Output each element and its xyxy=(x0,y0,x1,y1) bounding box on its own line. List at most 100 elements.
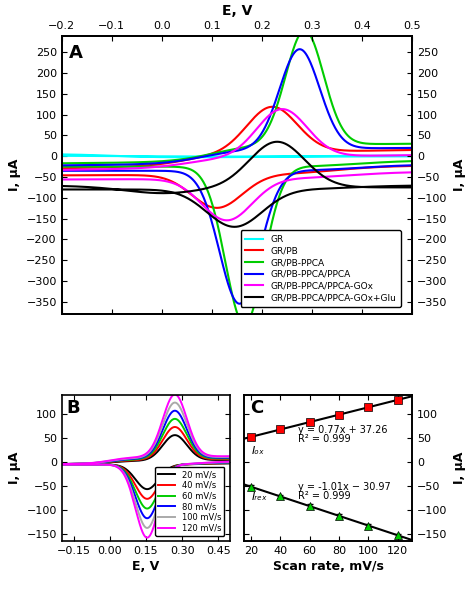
80 mV/s xyxy=(119,456,125,464)
20 mV/s xyxy=(59,461,64,468)
Line: GR/PB-PPCA: GR/PB-PPCA xyxy=(62,30,412,324)
GR/PB-PPCA/PPCA-GOx+Glu xyxy=(401,182,407,189)
GR/PB-PPCA xyxy=(377,140,383,148)
GR/PB-PPCA/PPCA-GOx+Glu xyxy=(59,183,64,190)
GR/PB xyxy=(401,162,407,170)
GR/PB-PPCA xyxy=(72,159,78,167)
GR/PB-PPCA/PPCA-GOx+Glu xyxy=(59,186,64,193)
GR/PB-PPCA/PPCA-GOx+Glu xyxy=(72,183,78,190)
60 mV/s xyxy=(164,472,169,479)
40 mV/s xyxy=(211,456,217,463)
Legend: 20 mV/s, 40 mV/s, 60 mV/s, 80 mV/s, 100 mV/s, 120 mV/s: 20 mV/s, 40 mV/s, 60 mV/s, 80 mV/s, 100 … xyxy=(155,467,224,536)
100 mV/s xyxy=(223,459,229,466)
GR/PB xyxy=(377,147,383,154)
80 mV/s xyxy=(211,454,217,461)
GR/PB-PPCA xyxy=(59,159,64,167)
100 mV/s xyxy=(119,456,125,463)
GR/PB xyxy=(59,165,64,172)
Text: R² = 0.999: R² = 0.999 xyxy=(298,491,350,501)
GR/PB-PPCA xyxy=(59,163,64,170)
GR/PB-PPCA/PPCA xyxy=(72,162,78,169)
Legend: GR, GR/PB, GR/PB-PPCA, GR/PB-PPCA/PPCA, GR/PB-PPCA/PPCA-GOx, GR/PB-PPCA/PPCA-GOx: GR, GR/PB, GR/PB-PPCA, GR/PB-PPCA/PPCA, … xyxy=(241,230,401,307)
GR/PB-PPCA/PPCA xyxy=(276,186,282,193)
GR/PB-PPCA/PPCA-GOx xyxy=(103,176,109,183)
60 mV/s xyxy=(80,461,86,468)
X-axis label: E, V: E, V xyxy=(222,4,252,18)
Text: y = -1.01x − 30.97: y = -1.01x − 30.97 xyxy=(298,482,391,492)
60 mV/s xyxy=(223,459,229,466)
GR/PB-PPCA/PPCA xyxy=(377,145,383,152)
120 mV/s xyxy=(119,455,125,462)
60 mV/s xyxy=(119,457,125,464)
80 mV/s xyxy=(59,461,64,468)
GR/PB xyxy=(184,156,190,164)
Text: y = 0.77x + 37.26: y = 0.77x + 37.26 xyxy=(298,425,387,435)
GR/PB-PPCA xyxy=(103,163,109,170)
GR xyxy=(184,154,190,161)
GR/PB-PPCA/PPCA xyxy=(297,46,302,53)
GR/PB-PPCA xyxy=(184,155,190,162)
GR/PB xyxy=(214,204,220,211)
120 mV/s xyxy=(59,461,64,468)
60 mV/s xyxy=(211,455,217,462)
GR xyxy=(377,153,383,160)
40 mV/s xyxy=(144,495,150,502)
GR/PB-PPCA/PPCA-GOx xyxy=(184,159,190,167)
GR/PB-PPCA/PPCA xyxy=(401,162,407,169)
100 mV/s xyxy=(80,461,86,468)
40 mV/s xyxy=(59,461,64,468)
20 mV/s xyxy=(144,486,150,493)
GR/PB-PPCA/PPCA-GOx xyxy=(59,167,64,174)
120 mV/s xyxy=(80,461,86,468)
Line: 40 mV/s: 40 mV/s xyxy=(62,427,230,499)
20 mV/s xyxy=(172,431,178,439)
20 mV/s xyxy=(223,460,229,467)
20 mV/s xyxy=(80,461,86,468)
80 mV/s xyxy=(223,459,229,466)
100 mV/s xyxy=(144,524,150,531)
40 mV/s xyxy=(119,458,125,465)
Y-axis label: I, μA: I, μA xyxy=(453,159,466,191)
GR/PB-PPCA/PPCA-GOx+Glu xyxy=(103,186,109,193)
40 mV/s xyxy=(59,461,64,468)
Text: Iₒₓ: Iₒₓ xyxy=(252,446,265,456)
40 mV/s xyxy=(65,461,71,468)
80 mV/s xyxy=(172,407,178,414)
Text: C: C xyxy=(250,399,264,417)
GR/PB xyxy=(276,171,282,178)
GR/PB-PPCA xyxy=(242,321,247,328)
GR xyxy=(103,152,109,159)
Text: A: A xyxy=(69,44,82,62)
100 mV/s xyxy=(59,461,64,468)
GR/PB-PPCA/PPCA-GOx+Glu xyxy=(184,188,190,195)
20 mV/s xyxy=(164,467,169,474)
GR xyxy=(59,152,64,159)
GR xyxy=(401,152,407,159)
GR/PB-PPCA/PPCA-GOx xyxy=(72,166,78,173)
X-axis label: E, V: E, V xyxy=(132,560,160,574)
Line: GR: GR xyxy=(62,154,412,157)
120 mV/s xyxy=(164,480,169,487)
Y-axis label: I, μA: I, μA xyxy=(8,452,21,484)
120 mV/s xyxy=(144,534,150,541)
Line: 60 mV/s: 60 mV/s xyxy=(62,419,230,509)
80 mV/s xyxy=(59,461,64,468)
80 mV/s xyxy=(144,515,150,522)
100 mV/s xyxy=(59,461,64,468)
120 mV/s xyxy=(223,458,229,465)
GR xyxy=(276,153,282,160)
GR xyxy=(59,151,64,158)
GR/PB xyxy=(270,103,275,110)
100 mV/s xyxy=(164,477,169,484)
60 mV/s xyxy=(59,461,64,468)
GR/PB-PPCA/PPCA xyxy=(184,156,190,163)
GR/PB-PPCA/PPCA xyxy=(59,162,64,169)
GR/PB-PPCA/PPCA-GOx xyxy=(280,105,285,112)
80 mV/s xyxy=(80,461,86,468)
Line: GR/PB-PPCA/PPCA-GOx+Glu: GR/PB-PPCA/PPCA-GOx+Glu xyxy=(62,142,412,227)
60 mV/s xyxy=(65,461,71,468)
GR/PB-PPCA/PPCA xyxy=(103,167,109,174)
GR/PB-PPCA/PPCA-GOx xyxy=(224,217,229,224)
Y-axis label: I, μA: I, μA xyxy=(8,159,21,191)
120 mV/s xyxy=(65,461,71,468)
